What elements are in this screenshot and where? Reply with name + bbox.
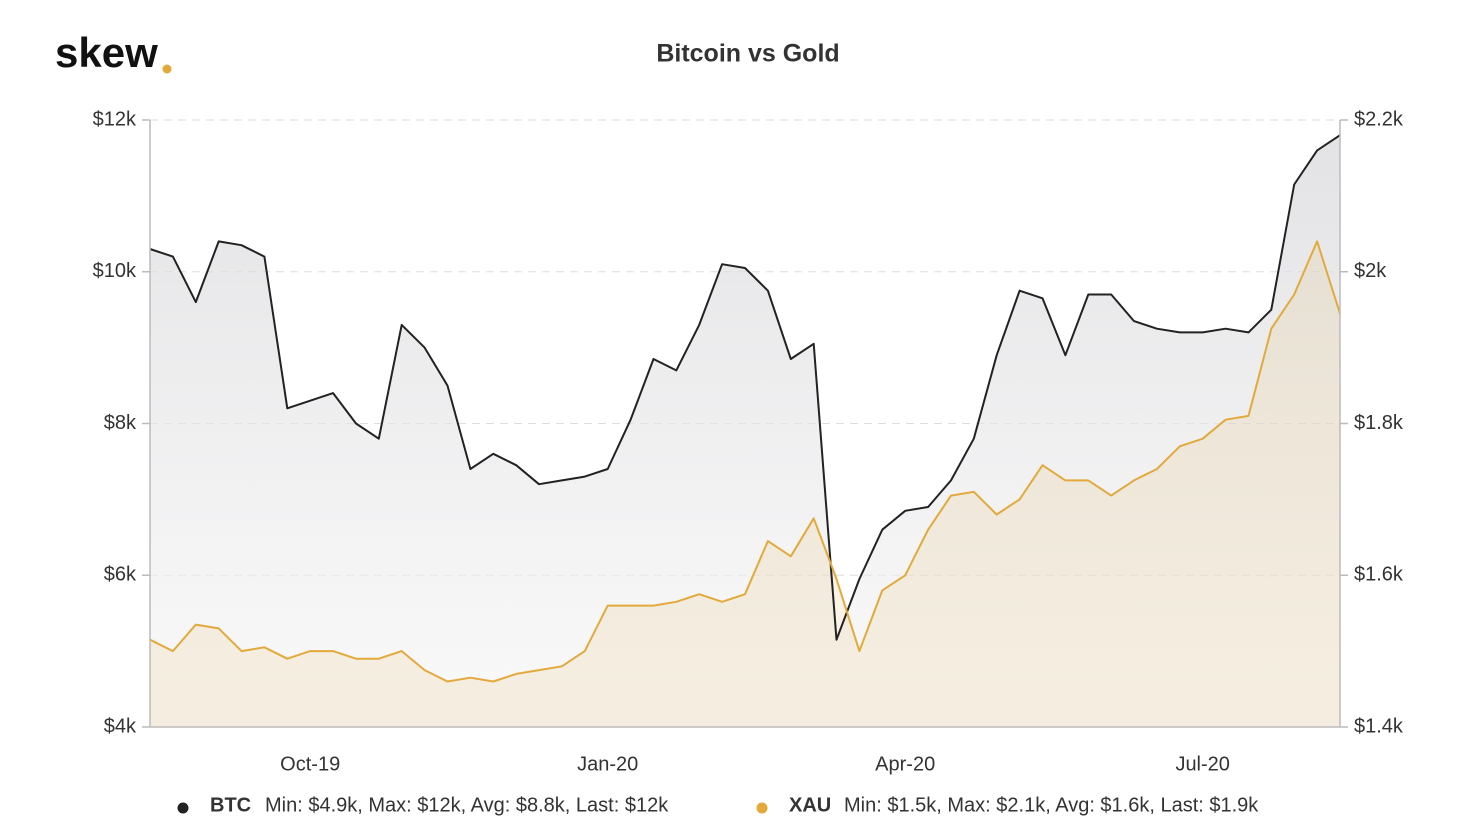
y2-tick-label: $2.2k xyxy=(1354,108,1404,130)
y-tick-label: $4k xyxy=(104,715,137,737)
line xyxy=(149,240,1341,683)
legend-label: BTC xyxy=(210,794,251,816)
line xyxy=(149,134,1341,641)
y2-tick-label: $1.8k xyxy=(1354,412,1404,434)
y2-tick-label: $1.6k xyxy=(1354,564,1404,586)
x-tick-label: Apr-20 xyxy=(875,753,935,775)
logo-dot xyxy=(162,64,172,74)
y-tick-label: $10k xyxy=(93,260,137,282)
legend-marker xyxy=(756,802,768,814)
y-tick-label: $12k xyxy=(93,108,137,130)
legend-label: XAU xyxy=(789,794,831,816)
x-tick-label: Jan-20 xyxy=(577,753,638,775)
chart-title: Bitcoin vs Gold xyxy=(656,40,839,68)
y-tick-label: $6k xyxy=(104,564,137,586)
y2-tick-label: $1.4k xyxy=(1354,715,1404,737)
x-tick-label: Oct-19 xyxy=(280,753,340,775)
area xyxy=(150,135,1340,727)
legend-marker xyxy=(177,802,189,814)
logo: skew xyxy=(55,29,158,76)
legend-stats: Min: $4.9k, Max: $12k, Avg: $8.8k, Last:… xyxy=(265,794,669,816)
y-tick-label: $8k xyxy=(104,412,137,434)
y2-tick-label: $2k xyxy=(1354,260,1387,282)
area xyxy=(150,241,1340,727)
x-tick-label: Jul-20 xyxy=(1175,753,1229,775)
legend-stats: Min: $1.5k, Max: $2.1k, Avg: $1.6k, Last… xyxy=(844,794,1259,816)
